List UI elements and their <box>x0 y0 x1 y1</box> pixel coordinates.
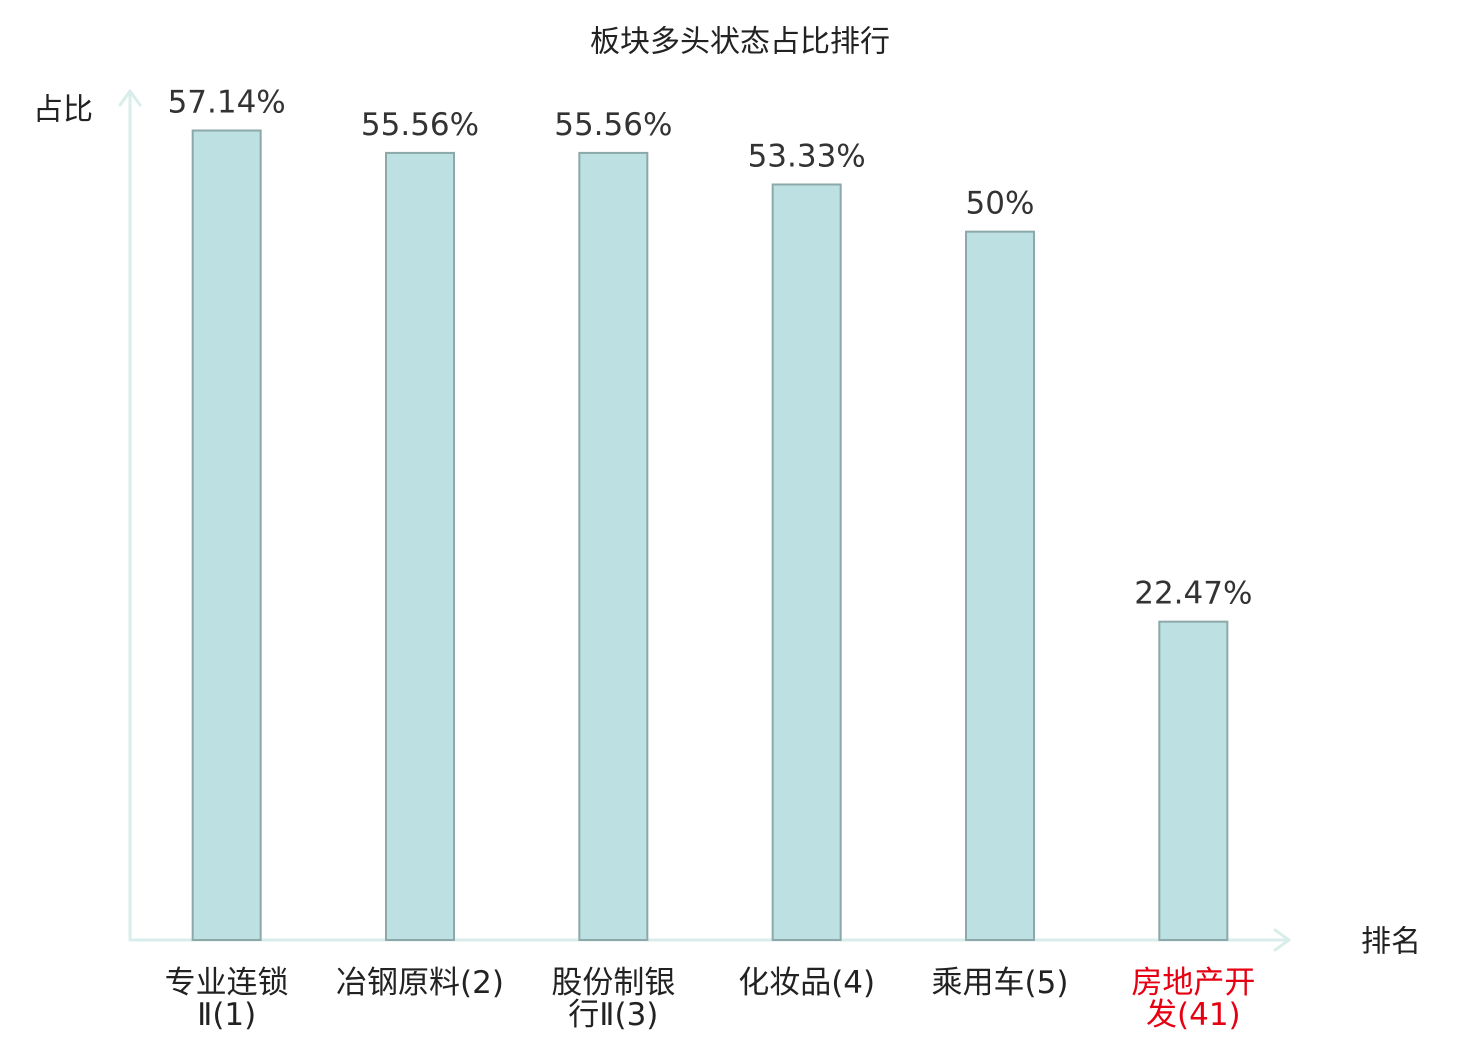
x-tick-label-line: 冶钢原料(2) <box>336 965 504 1001</box>
x-tick-label: 专业连锁 Ⅱ(1) <box>165 965 289 1033</box>
x-tick-label: 冶钢原料(2) <box>336 965 504 1001</box>
value-labels: 57.14% 55.56% 55.56% 53.33% 50% 22.47% <box>168 85 1253 612</box>
x-tick-label: 化妆品(4) <box>738 965 875 1001</box>
x-axis <box>128 928 1291 952</box>
x-tick-label-line: Ⅱ(1) <box>197 997 256 1033</box>
bar <box>385 151 455 941</box>
x-tick-label-line: 化妆品(4) <box>738 965 875 1001</box>
x-axis-label: 排名 <box>1361 925 1421 960</box>
x-tick-label: 房地产开发(41) <box>1131 965 1255 1033</box>
bar <box>965 230 1035 941</box>
bars <box>191 129 1229 942</box>
data-label: 55.56% <box>361 107 479 143</box>
x-tick-label-line: 专业连锁 <box>165 965 289 1001</box>
x-tick-label: 乘用车(5) <box>932 965 1069 1001</box>
x-tick-label-line: 股份制银 <box>551 965 675 1001</box>
y-axis <box>118 89 142 942</box>
bar <box>771 183 842 942</box>
data-label: 50% <box>966 186 1035 222</box>
x-tick-label: 股份制银行Ⅱ(3) <box>551 965 675 1033</box>
data-label: 53.33% <box>748 138 866 174</box>
bar <box>191 129 262 941</box>
data-label: 55.56% <box>554 107 672 143</box>
y-axis-label: 占比 <box>33 93 93 128</box>
bar <box>578 151 649 941</box>
x-tick-label-line: 房地产开 <box>1131 965 1255 1001</box>
bar <box>1158 620 1229 941</box>
x-tick-labels: 专业连锁 Ⅱ(1) 冶钢原料(2) 股份制银行Ⅱ(3) 化妆品(4) 乘用车(5) 房地产开… <box>165 965 1256 1033</box>
x-tick-label-line: 发(41) <box>1146 997 1241 1033</box>
data-label: 22.47% <box>1134 576 1252 612</box>
x-tick-label-line: 乘用车(5) <box>932 965 1069 1001</box>
y-axis-arrow <box>118 89 142 107</box>
chart-title: 板块多头状态占比排行 <box>590 25 890 60</box>
x-tick-label-line: 行Ⅱ(3) <box>568 997 658 1033</box>
x-axis-arrow <box>1273 928 1291 952</box>
data-label: 57.14% <box>168 85 286 121</box>
